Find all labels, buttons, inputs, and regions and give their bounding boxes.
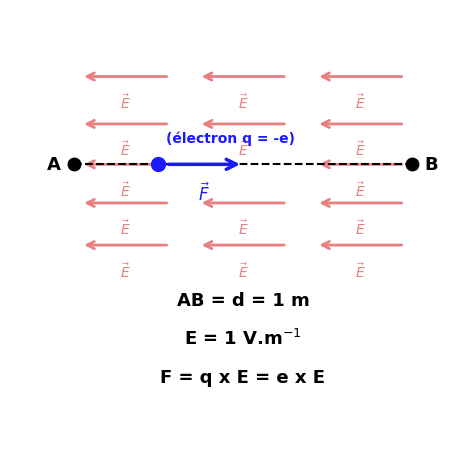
Text: $\vec{E}$: $\vec{E}$: [120, 181, 131, 199]
Text: F = q x E = e x E: F = q x E = e x E: [160, 368, 326, 386]
Text: (électron q = -e): (électron q = -e): [166, 131, 295, 146]
Text: $\vec{E}$: $\vec{E}$: [355, 181, 366, 199]
Text: $\vec{F}$: $\vec{F}$: [199, 182, 210, 204]
Text: $\vec{E}$: $\vec{E}$: [237, 219, 248, 238]
Text: $\vec{E}$: $\vec{E}$: [120, 93, 131, 112]
Text: A: A: [47, 156, 61, 174]
Text: $\vec{E}$: $\vec{E}$: [120, 141, 131, 159]
Text: $\vec{E}$: $\vec{E}$: [237, 93, 248, 112]
Text: AB = d = 1 m: AB = d = 1 m: [176, 291, 310, 309]
Text: B: B: [425, 156, 438, 174]
Text: $\vec{E}$: $\vec{E}$: [355, 141, 366, 159]
Text: $\vec{E}$: $\vec{E}$: [120, 219, 131, 238]
Text: $\vec{E}$: $\vec{E}$: [237, 261, 248, 280]
Text: $\vec{E}$: $\vec{E}$: [120, 261, 131, 280]
Text: $\vec{E}$: $\vec{E}$: [237, 141, 248, 159]
Text: $\vec{E}$: $\vec{E}$: [355, 219, 366, 238]
Text: $\vec{E}$: $\vec{E}$: [355, 261, 366, 280]
Text: E = 1 V.m$^{-1}$: E = 1 V.m$^{-1}$: [184, 329, 302, 349]
Text: $\vec{E}$: $\vec{E}$: [355, 93, 366, 112]
